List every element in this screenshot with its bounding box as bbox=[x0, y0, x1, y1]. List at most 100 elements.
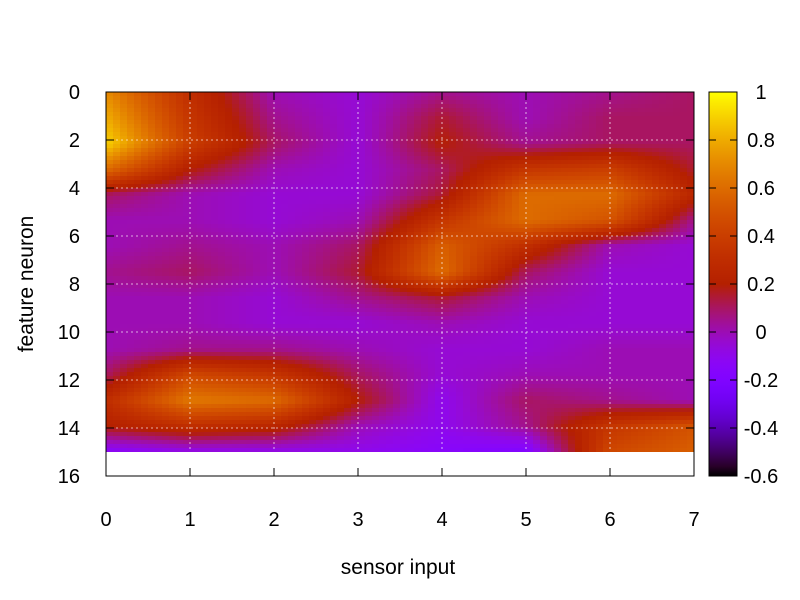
heatmap-cell bbox=[379, 272, 387, 277]
heatmap-cell bbox=[162, 248, 170, 253]
heatmap-cell bbox=[393, 104, 401, 109]
heatmap-cell bbox=[554, 304, 562, 309]
heatmap-cell bbox=[554, 300, 562, 305]
heatmap-cell bbox=[176, 184, 184, 189]
heatmap-cell bbox=[505, 144, 513, 149]
heatmap-cell bbox=[463, 236, 471, 241]
heatmap-cell bbox=[575, 128, 583, 133]
heatmap-cell bbox=[498, 116, 506, 121]
heatmap-cell bbox=[190, 104, 198, 109]
heatmap-cell bbox=[232, 100, 240, 105]
heatmap-cell bbox=[645, 136, 653, 141]
heatmap-cell bbox=[239, 112, 247, 117]
heatmap-cell bbox=[134, 208, 142, 213]
heatmap-cell bbox=[519, 260, 527, 265]
heatmap-cell bbox=[260, 240, 268, 245]
heatmap-cell bbox=[659, 152, 667, 157]
heatmap-cell bbox=[211, 168, 219, 173]
heatmap-cell bbox=[589, 156, 597, 161]
heatmap-cell bbox=[204, 108, 212, 113]
heatmap-cell bbox=[148, 268, 156, 273]
heatmap-cell bbox=[183, 300, 191, 305]
heatmap-cell bbox=[540, 152, 548, 157]
heatmap-cell bbox=[645, 248, 653, 253]
heatmap-cell bbox=[190, 328, 198, 333]
heatmap-cell bbox=[169, 128, 177, 133]
heatmap-cell bbox=[183, 100, 191, 105]
heatmap-cell bbox=[680, 228, 688, 233]
heatmap-cell bbox=[547, 152, 555, 157]
heatmap-cell bbox=[512, 124, 520, 129]
heatmap-cell bbox=[680, 164, 688, 169]
heatmap-cell bbox=[463, 92, 471, 97]
heatmap-cell bbox=[407, 128, 415, 133]
heatmap-cell bbox=[351, 176, 359, 181]
heatmap-cell bbox=[435, 292, 443, 297]
heatmap-cell bbox=[183, 324, 191, 329]
heatmap-cell bbox=[134, 108, 142, 113]
heatmap-cell bbox=[288, 308, 296, 313]
heatmap-cell bbox=[274, 96, 282, 101]
heatmap-cell bbox=[267, 96, 275, 101]
heatmap-cell bbox=[393, 248, 401, 253]
heatmap-cell bbox=[463, 324, 471, 329]
heatmap-cell bbox=[162, 184, 170, 189]
heatmap-cell bbox=[498, 236, 506, 241]
heatmap-cell bbox=[442, 144, 450, 149]
heatmap-cell bbox=[295, 300, 303, 305]
heatmap-cell bbox=[323, 184, 331, 189]
heatmap-cell bbox=[533, 296, 541, 301]
heatmap-cell bbox=[477, 216, 485, 221]
heatmap-cell bbox=[533, 132, 541, 137]
heatmap-cell bbox=[477, 264, 485, 269]
heatmap-cell bbox=[176, 136, 184, 141]
heatmap-cell bbox=[379, 220, 387, 225]
heatmap-cell bbox=[267, 328, 275, 333]
heatmap-cell bbox=[337, 240, 345, 245]
heatmap-cell bbox=[260, 128, 268, 133]
heatmap-cell bbox=[225, 320, 233, 325]
heatmap-cell bbox=[631, 256, 639, 261]
heatmap-cell bbox=[582, 236, 590, 241]
heatmap-cell bbox=[379, 228, 387, 233]
heatmap-cell bbox=[197, 164, 205, 169]
heatmap-cell bbox=[673, 280, 681, 285]
heatmap-cell bbox=[575, 320, 583, 325]
heatmap-cell bbox=[589, 220, 597, 225]
heatmap-cell bbox=[190, 192, 198, 197]
heatmap-cell bbox=[127, 128, 135, 133]
heatmap-cell bbox=[351, 140, 359, 145]
heatmap-cell bbox=[421, 188, 429, 193]
heatmap-cell bbox=[169, 328, 177, 333]
heatmap-cell bbox=[309, 128, 317, 133]
heatmap-cell bbox=[533, 268, 541, 273]
heatmap-cell bbox=[463, 120, 471, 125]
heatmap-cell bbox=[561, 280, 569, 285]
heatmap-cell bbox=[218, 264, 226, 269]
heatmap-cell bbox=[463, 228, 471, 233]
heatmap-cell bbox=[449, 192, 457, 197]
heatmap-cell bbox=[652, 184, 660, 189]
heatmap-cell bbox=[183, 224, 191, 229]
heatmap-cell bbox=[267, 188, 275, 193]
heatmap-cell bbox=[442, 244, 450, 249]
heatmap-cell bbox=[106, 204, 114, 209]
heatmap-cell bbox=[505, 236, 513, 241]
heatmap-cell bbox=[372, 268, 380, 273]
heatmap-cell bbox=[344, 328, 352, 333]
heatmap-cell bbox=[659, 176, 667, 181]
heatmap-cell bbox=[323, 256, 331, 261]
heatmap-cell bbox=[456, 136, 464, 141]
heatmap-cell bbox=[589, 312, 597, 317]
heatmap-cell bbox=[561, 196, 569, 201]
heatmap-cell bbox=[113, 256, 121, 261]
heatmap-cell bbox=[386, 204, 394, 209]
heatmap-cell bbox=[351, 100, 359, 105]
heatmap-cell bbox=[379, 320, 387, 325]
heatmap-cell bbox=[512, 140, 520, 145]
heatmap-cell bbox=[295, 216, 303, 221]
heatmap-cell bbox=[113, 216, 121, 221]
heatmap-cell bbox=[386, 308, 394, 313]
heatmap-cell bbox=[379, 192, 387, 197]
heatmap-cell bbox=[414, 248, 422, 253]
